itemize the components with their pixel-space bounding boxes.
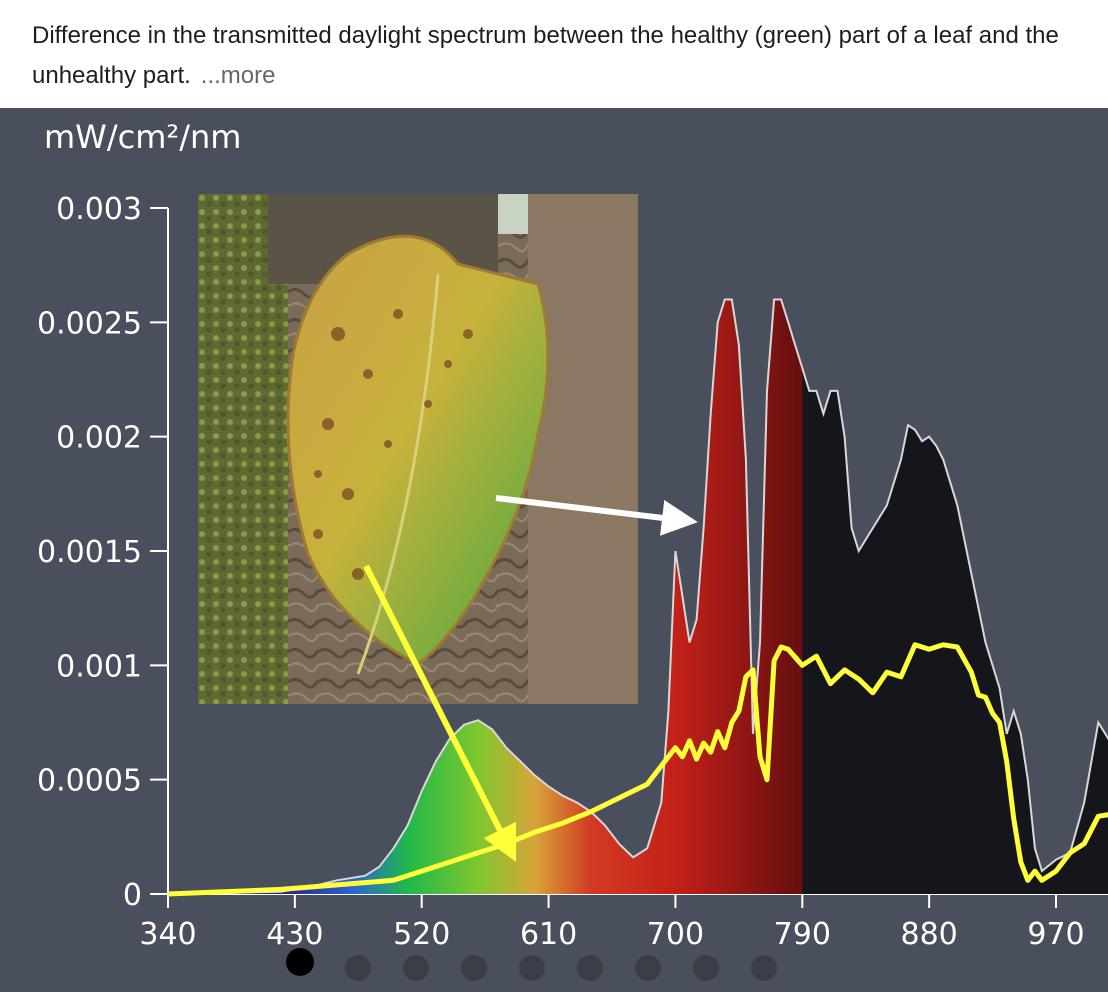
spectrum-chart: 0 0.0005 0.001 0.0015 0.002 0.0025 0.003 340 430…: [0, 108, 1108, 992]
carousel-dot[interactable]: [403, 955, 429, 981]
y-tick-label: 0.0015: [37, 535, 142, 570]
x-tick-label: 520: [393, 917, 450, 952]
carousel-dot[interactable]: [635, 955, 661, 981]
leaf-photo: [198, 194, 638, 704]
y-tick-label: 0: [123, 878, 142, 913]
carousel-dot[interactable]: [693, 955, 719, 981]
carousel-dot[interactable]: [519, 955, 545, 981]
x-tick-label: 970: [1027, 917, 1084, 952]
y-tick-label: 0.001: [56, 649, 142, 684]
carousel-dot[interactable]: [345, 955, 371, 981]
x-tick-label: 340: [139, 917, 196, 952]
y-unit-label: mW/cm²/nm: [44, 118, 241, 156]
y-tick-label: 0.0025: [37, 306, 142, 341]
carousel-dot[interactable]: [751, 955, 777, 981]
y-tick-label: 0.0005: [37, 764, 142, 799]
x-tick-label: 610: [520, 917, 577, 952]
y-tick-label: 0.003: [56, 192, 142, 227]
healthy-area-dark: [168, 299, 1108, 894]
carousel-dots: [286, 948, 777, 981]
x-tick-label: 880: [901, 917, 958, 952]
x-tick-label: 700: [647, 917, 704, 952]
post-caption: Difference in the transmitted daylight s…: [32, 16, 1092, 96]
x-tick-label: 430: [266, 917, 323, 952]
unhealthy-series-line: [167, 642, 1108, 897]
carousel-dot[interactable]: [286, 948, 314, 976]
carousel-dot[interactable]: [461, 955, 487, 981]
y-tick-label: 0.002: [56, 421, 142, 456]
see-more-link[interactable]: ...more: [200, 62, 276, 89]
carousel-dot[interactable]: [577, 955, 603, 981]
caption-text: Difference in the transmitted daylight s…: [32, 22, 1059, 89]
x-tick-label: 790: [774, 917, 831, 952]
